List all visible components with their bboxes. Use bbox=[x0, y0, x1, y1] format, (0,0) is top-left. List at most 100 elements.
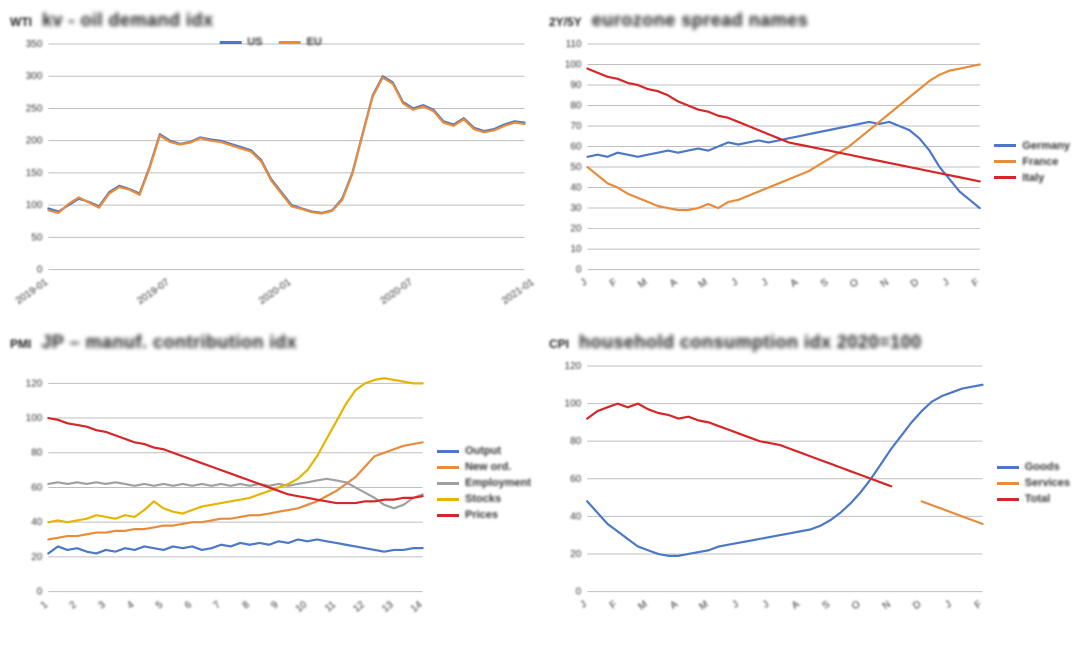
x-tick-label: M bbox=[637, 599, 650, 613]
x-tick-label: 2020-01 bbox=[257, 277, 294, 307]
panel-b-badge: 2Y/5Y bbox=[549, 15, 582, 29]
panel-d-titlerow: CPI household consumption idx 2020=100 bbox=[549, 332, 989, 356]
x-tick-label: A bbox=[789, 277, 801, 290]
x-tick-label: A bbox=[790, 598, 802, 611]
panel-c-titlerow: PMI JP – manuf. contribution idx bbox=[10, 332, 429, 356]
panel-d: CPI household consumption idx 2020=100 0 20… bbox=[549, 332, 1070, 636]
legend-item: Goods bbox=[997, 461, 1070, 473]
x-tick-label: 4 bbox=[125, 599, 137, 611]
y-tick-label: 110 bbox=[566, 39, 582, 50]
y-tick-label: 100 bbox=[565, 398, 582, 409]
legend-label: Employment bbox=[465, 477, 531, 489]
y-tick-label: 250 bbox=[26, 103, 43, 114]
panel-d-chart: 020406080100120JFMAMJJASONDJF bbox=[549, 358, 989, 636]
y-tick-label: 0 bbox=[576, 586, 582, 597]
y-tick-label: 100 bbox=[26, 200, 43, 211]
y-tick-label: 0 bbox=[576, 265, 582, 276]
panel-a-legend: US EU bbox=[219, 36, 322, 48]
legend-swatch bbox=[437, 450, 459, 453]
x-tick-label: J bbox=[760, 277, 770, 289]
legend-swatch bbox=[437, 514, 459, 517]
y-tick-label: 300 bbox=[26, 71, 43, 82]
series-italy bbox=[587, 69, 979, 182]
legend-item: Output bbox=[437, 445, 531, 457]
panel-a-titlerow: WTIkv - oil demand idx bbox=[10, 10, 531, 34]
series-prices bbox=[48, 418, 422, 503]
x-tick-label: F bbox=[970, 277, 981, 290]
panel-d-svg: 020406080100120JFMAMJJASONDJF bbox=[549, 358, 989, 636]
legend-swatch bbox=[994, 144, 1016, 147]
x-tick-label: 10 bbox=[294, 599, 310, 615]
x-tick-label: J bbox=[579, 598, 589, 610]
y-tick-label: 80 bbox=[570, 436, 582, 447]
y-tick-label: 20 bbox=[570, 548, 582, 559]
legend-label: France bbox=[1022, 156, 1058, 168]
panel-d-title: household consumption idx 2020=100 bbox=[579, 332, 922, 353]
legend-swatch bbox=[437, 466, 459, 469]
panel-b-legend: GermanyFranceItaly bbox=[986, 10, 1070, 314]
x-tick-label: J bbox=[579, 277, 589, 289]
legend-swatch bbox=[994, 176, 1016, 179]
series-us bbox=[48, 76, 524, 213]
panel-c: PMIJP – manuf. contribution idx020406080… bbox=[10, 332, 531, 636]
legend-label: Goods bbox=[1025, 461, 1060, 473]
panel-c-badge: PMI bbox=[10, 337, 31, 351]
y-tick-label: 60 bbox=[570, 142, 582, 153]
panel-b-chart: 0102030405060708090100110JFMAMJJASONDJF bbox=[549, 36, 986, 314]
panel-b-titlerow: 2Y/5Yeurozone spread names bbox=[549, 10, 986, 34]
series-employment bbox=[48, 478, 422, 508]
x-tick-label: 11 bbox=[323, 599, 338, 614]
legend-item: Prices bbox=[437, 509, 531, 521]
y-tick-label: 60 bbox=[31, 482, 43, 493]
legend-label: Output bbox=[465, 445, 501, 457]
panel-c-legend: OutputNew ord.EmploymentStocksPrices bbox=[429, 332, 531, 636]
x-tick-label: M bbox=[636, 277, 649, 291]
x-tick-label: J bbox=[941, 277, 951, 289]
series-output bbox=[48, 539, 422, 553]
legend-item: EU bbox=[279, 36, 322, 48]
y-tick-label: 50 bbox=[31, 232, 43, 243]
legend-label: New ord. bbox=[465, 461, 511, 473]
panel-d-badge: CPI bbox=[549, 337, 569, 351]
y-tick-label: 60 bbox=[570, 473, 582, 484]
y-tick-label: 40 bbox=[31, 517, 43, 528]
y-tick-label: 10 bbox=[570, 244, 582, 255]
legend-label: US bbox=[247, 36, 262, 48]
y-tick-label: 80 bbox=[31, 447, 43, 458]
y-tick-label: 20 bbox=[570, 224, 582, 235]
x-tick-label: 2 bbox=[68, 599, 80, 611]
x-tick-label: F bbox=[973, 599, 984, 612]
panel-a-plotcol: WTIkv - oil demand idx050100150200250300… bbox=[10, 10, 531, 314]
legend-swatch bbox=[437, 482, 459, 485]
y-tick-label: 100 bbox=[565, 59, 582, 70]
x-tick-label: 12 bbox=[351, 599, 367, 615]
x-tick-label: S bbox=[820, 598, 832, 611]
legend-label: EU bbox=[307, 36, 322, 48]
panel-c-svg: 0204060801001201234567891011121314 bbox=[10, 358, 429, 636]
legend-swatch bbox=[437, 498, 459, 501]
legend-swatch bbox=[997, 482, 1019, 485]
legend-item: New ord. bbox=[437, 461, 531, 473]
x-tick-label: D bbox=[911, 599, 923, 612]
legend-swatch bbox=[279, 41, 301, 44]
series-france bbox=[587, 64, 979, 210]
x-tick-label: A bbox=[668, 598, 680, 611]
panel-c-title: JP – manuf. contribution idx bbox=[41, 332, 297, 353]
dashboard-grid: WTIkv - oil demand idx050100150200250300… bbox=[0, 0, 1080, 645]
legend-swatch bbox=[997, 466, 1019, 469]
y-tick-label: 40 bbox=[570, 511, 582, 522]
y-tick-label: 120 bbox=[26, 378, 43, 389]
legend-item: Germany bbox=[994, 140, 1070, 152]
y-tick-label: 20 bbox=[31, 551, 43, 562]
y-tick-label: 200 bbox=[26, 136, 43, 147]
y-tick-label: 120 bbox=[565, 360, 582, 371]
x-tick-label: O bbox=[850, 598, 863, 612]
x-tick-label: J bbox=[731, 598, 741, 610]
x-tick-label: M bbox=[697, 277, 710, 291]
x-tick-label: A bbox=[668, 277, 680, 290]
legend-swatch bbox=[997, 498, 1019, 501]
y-tick-label: 150 bbox=[26, 168, 43, 179]
panel-c-chart: 0204060801001201234567891011121314 bbox=[10, 358, 429, 636]
legend-item: US bbox=[219, 36, 262, 48]
x-tick-label: O bbox=[848, 277, 861, 291]
